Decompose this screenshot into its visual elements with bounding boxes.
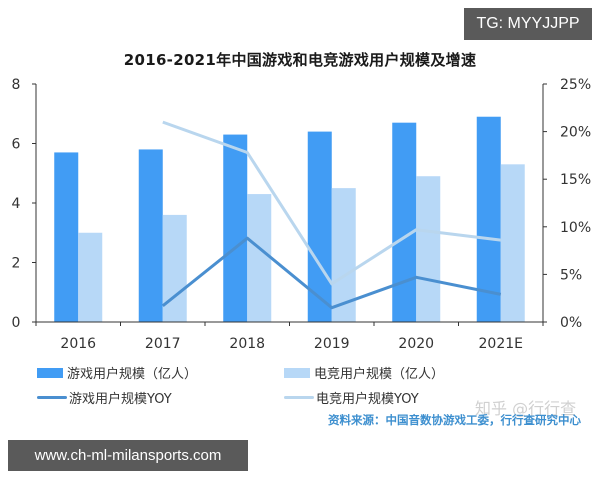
x-tick-label: 2021E [479,336,523,352]
bar-2018 [223,134,248,322]
axes: 0 2 4 6 8 0% 5% 10% 15% 20% 25% 2016 2017 2018 2019 202… [12,77,592,352]
legend-item-esports-yoy: 电竞用户规模YOY [284,388,419,407]
line-game-yoy [161,236,502,310]
legend-label: 电竞用户规模YOY [316,392,419,407]
legend-label: 游戏用户规模YOY [69,392,172,407]
right-tick-label: 0% [560,315,582,331]
chart-title: 2016-2021年中国游戏和电竞游戏用户规模及增速 [123,51,477,69]
right-tick-label: 15% [560,172,591,188]
legend-swatch-game-users [37,367,63,378]
legend-swatch-game-yoy [37,396,67,399]
left-tick-label: 2 [12,256,21,272]
bar-2016 [54,152,79,322]
bar-2016 [78,232,103,322]
left-tick-label: 4 [12,196,21,212]
legend-label: 电竞用户规模（亿人） [314,367,445,382]
bar-2018 [247,194,272,322]
bar-series [54,116,525,322]
overlay-tag-top: TG: MYYJJPP [464,8,592,40]
left-tick-label: 8 [12,77,21,93]
right-tick-label: 25% [560,77,591,93]
overlay-tag-url: www.ch-ml-milansports.com [8,440,248,471]
legend-item-esports-users: 电竞用户规模（亿人） [284,363,444,382]
x-tick-label: 2017 [145,336,181,352]
source-text: 资料来源：中国音数协游戏工委，行行查研究中心 [328,413,581,427]
bar-2019 [307,131,332,322]
x-tick-label: 2018 [229,336,265,352]
bar-2020 [392,122,417,322]
line-esports-yoy [162,120,501,286]
right-tick-label: 5% [560,267,582,283]
x-tick-label: 2019 [314,336,350,352]
bar-2017 [138,149,163,322]
line-series [161,120,502,310]
x-tick-label: 2016 [60,336,96,352]
bar-2020 [416,176,441,322]
bar-2017 [162,214,187,322]
bar-2021E [476,116,501,322]
left-tick-label: 6 [12,137,21,153]
legend-item-game-users: 游戏用户规模（亿人） [37,363,197,382]
legend-label: 游戏用户规模（亿人） [67,367,198,382]
legend-swatch-esports-yoy [284,396,314,399]
legend-swatch-esports-users [284,367,310,378]
watermark: 知乎 @行行查 [475,399,577,418]
bar-2021E [500,164,525,322]
right-tick-label: 10% [560,220,591,236]
left-tick-label: 0 [12,315,21,331]
right-tick-label: 20% [560,125,591,141]
x-tick-label: 2020 [398,336,434,352]
legend-item-game-yoy: 游戏用户规模YOY [37,388,172,407]
